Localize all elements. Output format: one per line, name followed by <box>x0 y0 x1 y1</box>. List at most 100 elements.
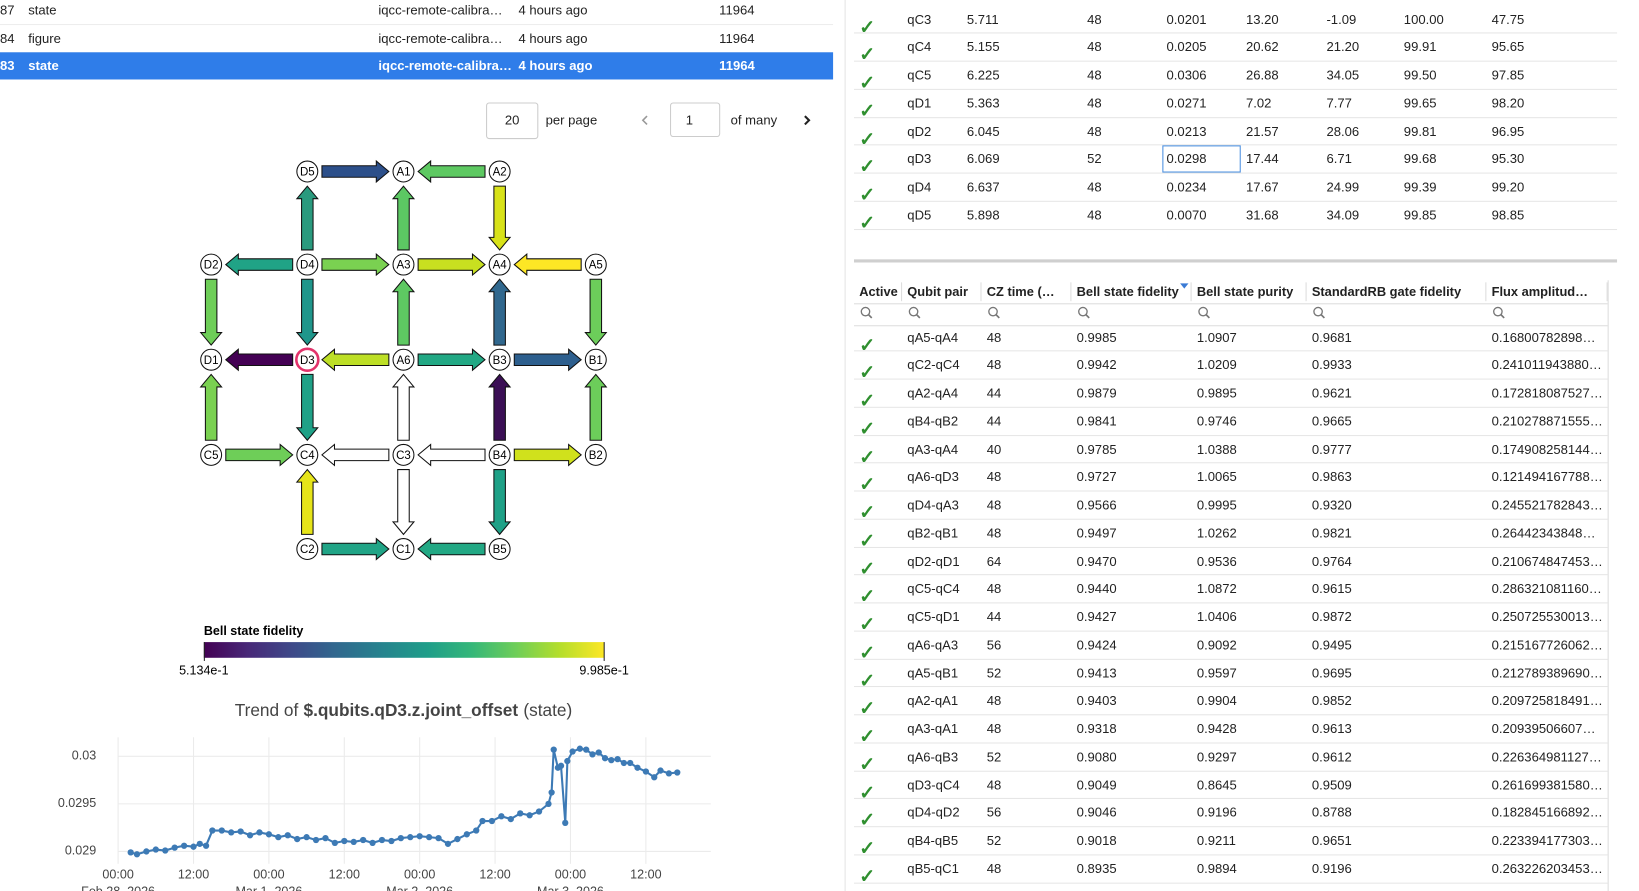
filter-input[interactable] <box>1312 305 1481 322</box>
qubit-row[interactable]: ✓ qD4 6.637 48 0.0234 17.67 24.99 99.39 99.20 <box>853 174 1618 205</box>
pair-cell: 0.245521782843… <box>1491 497 1603 513</box>
column-header[interactable]: CZ time (… <box>986 284 1055 300</box>
table-right-edge <box>1607 280 1609 891</box>
active-check: ✓ <box>859 334 875 356</box>
qubit-node <box>296 538 319 561</box>
page-input[interactable]: 1 <box>670 102 721 137</box>
pair-row[interactable]: ✓ qC2-qC4 48 0.9942 1.0209 0.9933 0.2410119438… <box>853 352 1608 383</box>
filter-input[interactable] <box>859 305 897 322</box>
trend-point <box>488 817 496 825</box>
pair-cell: qA5-qA4 <box>907 330 959 345</box>
pair-row[interactable]: ✓ qA5-qB1 52 0.9413 0.9597 0.9695 0.2127893896… <box>853 659 1608 691</box>
trend-point <box>369 839 376 847</box>
active-check: ✓ <box>859 781 875 803</box>
qubit-cell: 13.20 <box>1245 12 1279 27</box>
coupler-arrow <box>295 468 319 535</box>
filter-icon <box>1078 306 1090 319</box>
column-header[interactable]: Qubit pair <box>907 284 969 300</box>
qubit-label: A6 <box>396 355 410 367</box>
coupler-arrow <box>584 373 608 441</box>
per-page-label: per page <box>545 112 598 128</box>
pair-cell: 44 <box>986 609 1002 625</box>
coupler-arrow <box>295 185 319 251</box>
active-check: ✓ <box>859 72 875 94</box>
qubit-label: C5 <box>204 450 219 462</box>
pair-row[interactable]: ✓ qA6-qA3 56 0.9424 0.9092 0.9495 0.2151677260… <box>853 631 1608 663</box>
column-header[interactable]: Active <box>859 284 898 300</box>
pair-row[interactable]: ✓ qA2-qA1 48 0.9403 0.9904 0.9852 0.2097258184… <box>853 687 1608 719</box>
trend-title: Trend of $.qubits.qD3.z.joint_offset (stat… <box>235 700 573 720</box>
trend-point <box>576 745 584 752</box>
qubit-cell: 28.06 <box>1326 124 1360 139</box>
filter-input[interactable] <box>987 305 1066 322</box>
qubit-row[interactable]: ✓ qD2 6.045 48 0.0213 21.57 28.06 99.81 96.95 <box>853 118 1618 149</box>
pair-row[interactable]: ✓ qA6-qD3 48 0.9727 1.0065 0.9863 0.1214941677… <box>853 464 1608 495</box>
qubit-row[interactable]: ✓ qC3 5.711 48 0.0201 13.20 -1.09 100.00 47.75 <box>853 6 1618 37</box>
active-check: ✓ <box>859 362 875 384</box>
qubit-label: A2 <box>493 167 507 179</box>
trend-point <box>674 769 681 776</box>
qubit-node <box>200 253 223 276</box>
column-header[interactable]: Flux amplitud… <box>1491 284 1589 300</box>
qubit-row[interactable]: ✓ qD1 5.363 48 0.0271 7.02 7.77 99.65 98.20 <box>853 90 1618 121</box>
qubit-cell: 0.0070 <box>1166 207 1207 223</box>
coupler-arrow <box>321 443 390 467</box>
pair-cell: 0.182845166892… <box>1491 805 1603 821</box>
pair-row[interactable]: ✓ qA3-qA1 48 0.9318 0.9428 0.9613 0.2093950660… <box>853 715 1608 747</box>
pair-row[interactable]: ✓ qA6-qB3 52 0.9080 0.9297 0.9612 0.2263649811… <box>853 743 1608 775</box>
column-header[interactable]: Bell state purity <box>1196 284 1294 300</box>
pair-row[interactable]: ✓ qD4-qD2 56 0.9046 0.9196 0.8788 0.1828451668… <box>853 799 1608 831</box>
colorbar-min-label: 5.134e-1 <box>179 664 228 678</box>
qubit-node <box>296 160 319 183</box>
filter-input[interactable] <box>1492 305 1603 322</box>
pair-row[interactable]: ✓ qB2-qB1 48 0.9497 1.0262 0.9821 0.2644234384… <box>853 520 1608 551</box>
qubit-cell: qD5 <box>907 207 932 223</box>
trend-point <box>583 746 590 753</box>
trend-point <box>407 834 414 841</box>
coupler-arrow <box>513 443 582 467</box>
trend-point <box>284 832 291 839</box>
run-row[interactable]: 84 figure iqcc-remote-calibra… 4 hours ago 1… <box>0 25 834 54</box>
pair-cell: 0.9985 <box>1076 330 1117 345</box>
pair-row[interactable]: ✓ qB4-qB2 44 0.9841 0.9746 0.9665 0.2102788715… <box>853 408 1608 439</box>
active-check: ✓ <box>859 809 875 831</box>
prev-page-button[interactable] <box>641 115 648 126</box>
filter-input[interactable] <box>1077 305 1187 322</box>
x-tick-label: 00:00 <box>404 868 435 882</box>
pair-row[interactable]: ✓ qB5-qC1 48 0.8935 0.9894 0.9196 0.2632262034… <box>853 855 1608 887</box>
column-header[interactable]: StandardRB gate fidelity <box>1311 284 1462 300</box>
run-row[interactable]: 83 state iqcc-remote-calibra… 4 hours ago 11… <box>0 52 834 80</box>
filter-input[interactable] <box>1197 305 1302 322</box>
pair-row[interactable]: ✓ qA2-qA4 44 0.9879 0.9895 0.9621 0.1728180875… <box>853 380 1608 411</box>
per-page-input[interactable]: 20 <box>486 102 539 140</box>
trend-point <box>341 837 348 845</box>
qubit-row[interactable]: ✓ qC4 5.155 48 0.0205 20.62 21.20 99.91 95.65 <box>853 34 1618 65</box>
pair-row[interactable]: ✓ qC5-qC4 48 0.9440 1.0872 0.9615 0.2863210811… <box>853 576 1608 607</box>
pair-row[interactable]: ✓ qD4-qA3 48 0.9566 0.9995 0.9320 0.2455217828… <box>853 492 1608 523</box>
pair-row[interactable]: ✓ qD3-qC4 48 0.9049 0.8645 0.9509 0.2616993815… <box>853 771 1608 803</box>
column-header[interactable]: Bell state fidelity <box>1076 284 1179 300</box>
pair-cell: 1.0065 <box>1196 469 1237 485</box>
filter-icon <box>1198 306 1210 319</box>
qubit-row[interactable]: ✓ qD3 6.069 52 0.0298 17.44 6.71 99.68 95.30 <box>853 145 1618 177</box>
pair-cell: qA3-qA1 <box>907 721 959 737</box>
pair-cell: 0.9509 <box>1311 777 1352 793</box>
run-row[interactable]: 87 state iqcc-remote-calibra… 4 hours ago 11… <box>0 0 834 26</box>
table-splitter[interactable] <box>853 259 1618 263</box>
pair-cell: 0.9597 <box>1196 665 1237 681</box>
next-page-button[interactable] <box>804 115 811 126</box>
pair-row[interactable]: ✓ qA3-qA4 40 0.9785 1.0388 0.9777 0.1749082581… <box>853 436 1608 467</box>
qubit-row[interactable]: ✓ qC5 6.225 48 0.0306 26.88 34.05 99.50 97.85 <box>853 62 1618 93</box>
qubit-cell: 21.20 <box>1326 40 1360 55</box>
pair-row[interactable]: ✓ qA5-qA4 48 0.9985 1.0907 0.9681 0.1680078289… <box>853 324 1608 355</box>
pair-row[interactable]: ✓ qB4-qB5 52 0.9018 0.9211 0.9651 0.2233941773… <box>853 827 1608 859</box>
qubit-cell[interactable]: 0.0298 <box>1162 145 1241 173</box>
coupler-arrow <box>488 185 512 251</box>
pair-row[interactable]: ✓ qC5-qD1 44 0.9427 1.0406 0.9872 0.2507255300… <box>853 604 1608 635</box>
pair-row[interactable]: ✓ qD2-qD1 64 0.9470 0.9536 0.9764 0.2106748474… <box>853 548 1608 579</box>
trend-point <box>444 840 452 847</box>
qubit-cell: 0.0201 <box>1166 12 1207 27</box>
filter-input[interactable] <box>907 305 976 322</box>
sort-indicator <box>1180 283 1189 289</box>
qubit-row[interactable]: ✓ qD5 5.898 48 0.0070 31.68 34.09 99.85 98.85 <box>853 202 1618 233</box>
